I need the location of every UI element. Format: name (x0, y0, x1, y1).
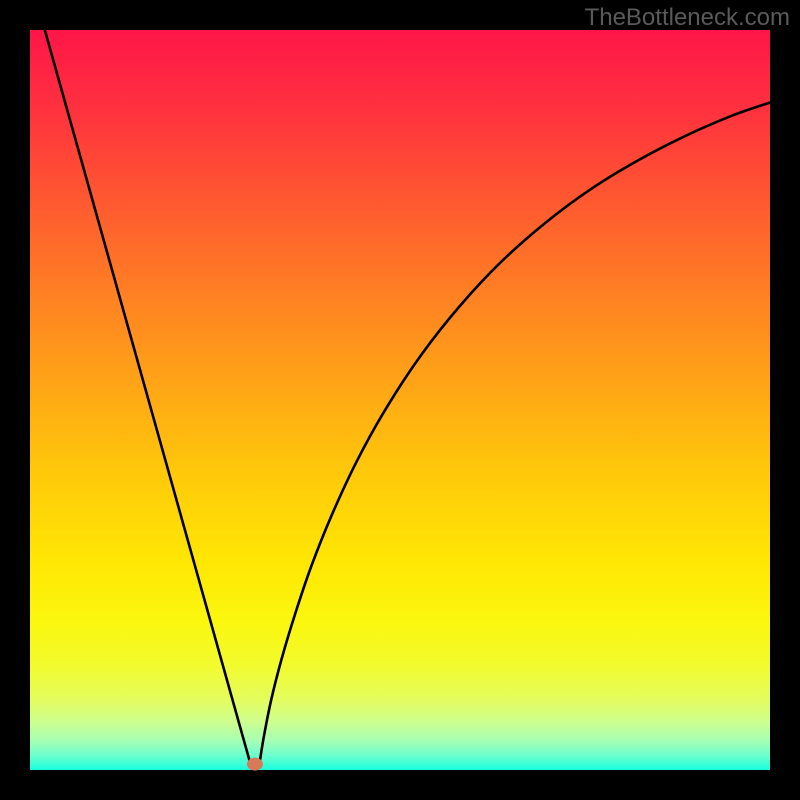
plot-background (30, 30, 770, 770)
chart-svg (0, 0, 800, 800)
minimum-marker (247, 758, 263, 771)
chart-container: TheBottleneck.com (0, 0, 800, 800)
